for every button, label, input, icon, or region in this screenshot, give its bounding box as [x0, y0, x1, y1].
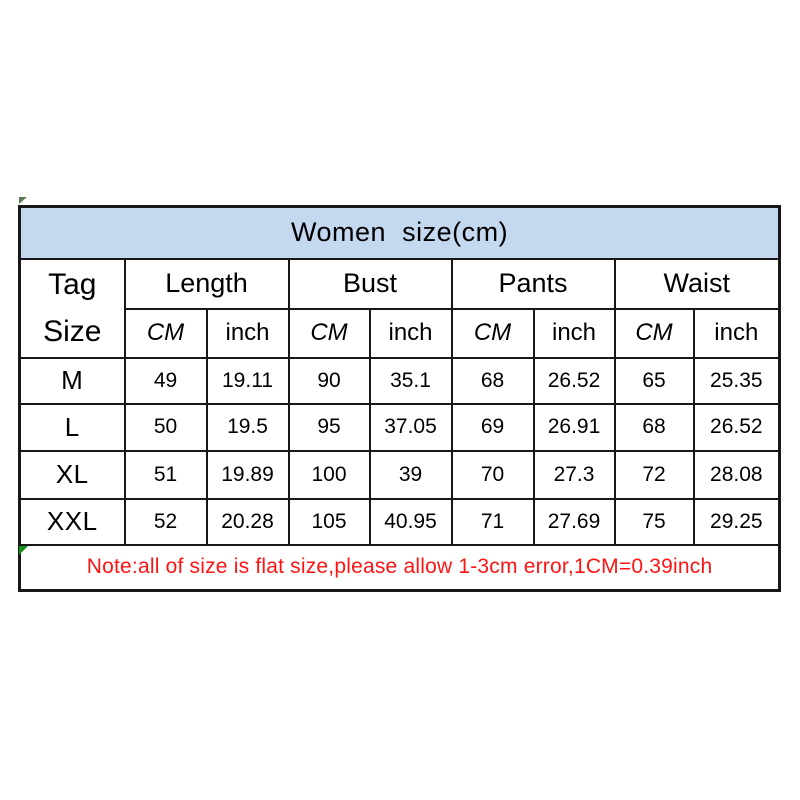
bust-inch-value: 37.05 [368, 402, 453, 452]
unit-length-cm: CM [123, 307, 208, 359]
length-inch-value: 19.5 [205, 402, 290, 452]
pants-inch-value: 26.52 [532, 356, 616, 405]
bust-cm-value: 90 [287, 356, 371, 405]
length-inch-value: 19.11 [205, 356, 290, 405]
title-row: Women size(cm) [18, 205, 781, 260]
size-tag: L [18, 402, 126, 452]
table-row-xxl: XXL 52 20.28 105 40.95 71 27.69 75 29.25 [18, 497, 781, 546]
waist-inch-value: 28.08 [692, 449, 781, 500]
size-tag: M [18, 356, 126, 405]
group-header-bust: Bust [287, 257, 453, 310]
unit-pants-inch: inch [532, 307, 616, 359]
unit-length-inch: inch [205, 307, 290, 359]
waist-cm-value: 75 [613, 497, 695, 546]
green-corner-marker-note [19, 546, 28, 555]
bust-cm-value: 105 [287, 497, 371, 546]
size-note-text: Note:all of size is flat size,please all… [18, 543, 781, 592]
waist-cm-value: 68 [613, 402, 695, 452]
unit-header-row: CM inch CM inch CM inch CM inch [20, 307, 781, 359]
bust-inch-value: 39 [368, 449, 453, 500]
bust-cm-value: 95 [287, 402, 371, 452]
pants-inch-value: 27.69 [532, 497, 616, 546]
bust-inch-value: 40.95 [368, 497, 453, 546]
unit-waist-inch: inch [692, 307, 781, 359]
waist-inch-value: 26.52 [692, 402, 781, 452]
length-cm-value: 50 [123, 402, 208, 452]
length-cm-value: 51 [123, 449, 208, 500]
table-row-xl: XL 51 19.89 100 39 70 27.3 72 28.08 [18, 449, 781, 500]
table-row-m: M 49 19.11 90 35.1 68 26.52 65 25.35 [18, 356, 781, 405]
waist-inch-value: 29.25 [692, 497, 781, 546]
bust-inch-value: 35.1 [368, 356, 453, 405]
pants-cm-value: 68 [450, 356, 535, 405]
pants-inch-value: 27.3 [532, 449, 616, 500]
unit-waist-cm: CM [613, 307, 695, 359]
tag-size-line2: Size [43, 315, 102, 348]
pants-cm-value: 71 [450, 497, 535, 546]
waist-cm-value: 65 [613, 356, 695, 405]
pants-cm-value: 70 [450, 449, 535, 500]
tag-size-line1: Tag [48, 268, 97, 301]
bust-cm-value: 100 [287, 449, 371, 500]
table-title: Women size(cm) [18, 205, 781, 260]
note-row: Note:all of size is flat size,please all… [18, 543, 781, 592]
length-inch-value: 19.89 [205, 449, 290, 500]
group-header-row: Tag Size Length Bust Pants Waist [18, 257, 781, 359]
group-header-pants: Pants [450, 257, 616, 310]
tag-size-header-cell: Tag Size [18, 257, 126, 359]
group-header-length: Length [123, 257, 290, 310]
waist-cm-value: 72 [613, 449, 695, 500]
pants-inch-value: 26.91 [532, 402, 616, 452]
size-tag: XXL [18, 497, 126, 546]
length-cm-value: 49 [123, 356, 208, 405]
green-corner-marker-top [19, 197, 27, 204]
pants-cm-value: 69 [450, 402, 535, 452]
waist-inch-value: 25.35 [692, 356, 781, 405]
table-row-l: L 50 19.5 95 37.05 69 26.91 68 26.52 [18, 402, 781, 452]
unit-pants-cm: CM [450, 307, 535, 359]
unit-bust-cm: CM [287, 307, 371, 359]
group-header-waist: Waist [613, 257, 781, 310]
size-tag: XL [18, 449, 126, 500]
unit-bust-inch: inch [368, 307, 453, 359]
length-inch-value: 20.28 [205, 497, 290, 546]
length-cm-value: 52 [123, 497, 208, 546]
size-chart-table: Women size(cm) Tag Size Length Bust Pant… [18, 205, 782, 592]
